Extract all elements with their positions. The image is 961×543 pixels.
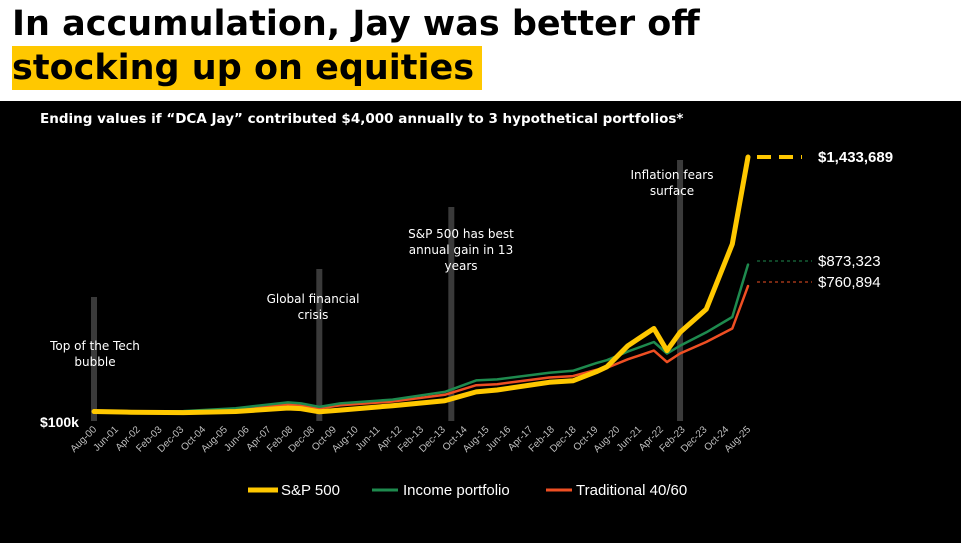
chart-title: Ending values if “DCA Jay” contributed $… xyxy=(40,111,684,127)
y-axis-min-label: $100k xyxy=(40,414,79,430)
event-bar xyxy=(677,160,684,421)
event-annotation: Global financial crisis xyxy=(267,292,360,322)
event-bar xyxy=(91,297,97,421)
event-bar xyxy=(316,269,323,421)
headline-line-1: In accumulation, Jay was better off xyxy=(12,4,700,44)
end-value-label: $760,894 xyxy=(818,274,881,291)
series-line-income-portfolio xyxy=(92,263,750,413)
event-annotation: Top of the Tech bubble xyxy=(49,339,140,369)
series-line-s-p-500 xyxy=(91,154,751,416)
event-bar xyxy=(448,207,455,421)
event-annotation: S&P 500 has best annual gain in 13 years xyxy=(408,227,514,273)
headline-line-2-highlighted: stocking up on equities xyxy=(12,46,483,90)
end-value-label: $1,433,689 xyxy=(818,149,893,166)
legend-label: S&P 500 xyxy=(281,482,340,499)
end-value-label: $873,323 xyxy=(818,253,881,270)
legend-label: Income portfolio xyxy=(403,482,510,499)
legend-label: Traditional 40/60 xyxy=(576,482,687,499)
series-line-traditional-40-60 xyxy=(92,284,750,414)
event-annotation: Inflation fears surface xyxy=(630,168,713,198)
chart-panel xyxy=(0,101,961,543)
